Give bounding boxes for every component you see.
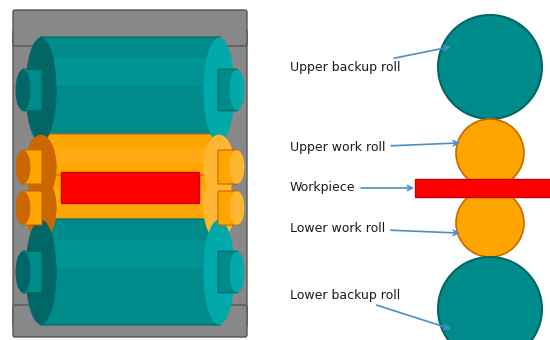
FancyBboxPatch shape <box>13 10 247 46</box>
Circle shape <box>456 119 524 187</box>
FancyBboxPatch shape <box>40 134 220 200</box>
FancyBboxPatch shape <box>41 188 219 205</box>
Ellipse shape <box>204 135 234 199</box>
Bar <box>61 172 199 203</box>
FancyBboxPatch shape <box>22 150 42 184</box>
Circle shape <box>438 257 542 340</box>
Bar <box>415 179 550 197</box>
FancyBboxPatch shape <box>41 147 219 164</box>
Ellipse shape <box>230 252 244 292</box>
Circle shape <box>456 189 524 257</box>
Ellipse shape <box>230 192 244 224</box>
FancyBboxPatch shape <box>41 58 219 85</box>
Text: Upper work roll: Upper work roll <box>290 141 458 154</box>
Text: Workpiece: Workpiece <box>290 182 412 194</box>
Ellipse shape <box>16 151 30 183</box>
FancyBboxPatch shape <box>13 305 247 337</box>
Ellipse shape <box>204 220 234 324</box>
FancyBboxPatch shape <box>215 30 247 327</box>
FancyBboxPatch shape <box>40 219 220 325</box>
Ellipse shape <box>230 70 244 110</box>
FancyBboxPatch shape <box>41 240 219 267</box>
FancyBboxPatch shape <box>218 69 238 111</box>
FancyBboxPatch shape <box>40 37 220 143</box>
FancyBboxPatch shape <box>22 69 42 111</box>
Ellipse shape <box>26 176 56 240</box>
FancyBboxPatch shape <box>22 191 42 225</box>
FancyBboxPatch shape <box>40 175 220 241</box>
Ellipse shape <box>16 192 30 224</box>
Circle shape <box>438 15 542 119</box>
Ellipse shape <box>16 70 30 110</box>
FancyBboxPatch shape <box>218 191 238 225</box>
Ellipse shape <box>230 151 244 183</box>
FancyBboxPatch shape <box>13 30 45 327</box>
Ellipse shape <box>26 135 56 199</box>
Ellipse shape <box>26 220 56 324</box>
Text: Lower backup roll: Lower backup roll <box>290 289 449 329</box>
FancyBboxPatch shape <box>22 251 42 293</box>
FancyBboxPatch shape <box>218 251 238 293</box>
Ellipse shape <box>204 38 234 142</box>
Ellipse shape <box>16 252 30 292</box>
FancyBboxPatch shape <box>218 150 238 184</box>
Ellipse shape <box>26 38 56 142</box>
Text: Lower work roll: Lower work roll <box>290 221 458 235</box>
Text: Upper backup roll: Upper backup roll <box>290 46 449 74</box>
Ellipse shape <box>204 176 234 240</box>
